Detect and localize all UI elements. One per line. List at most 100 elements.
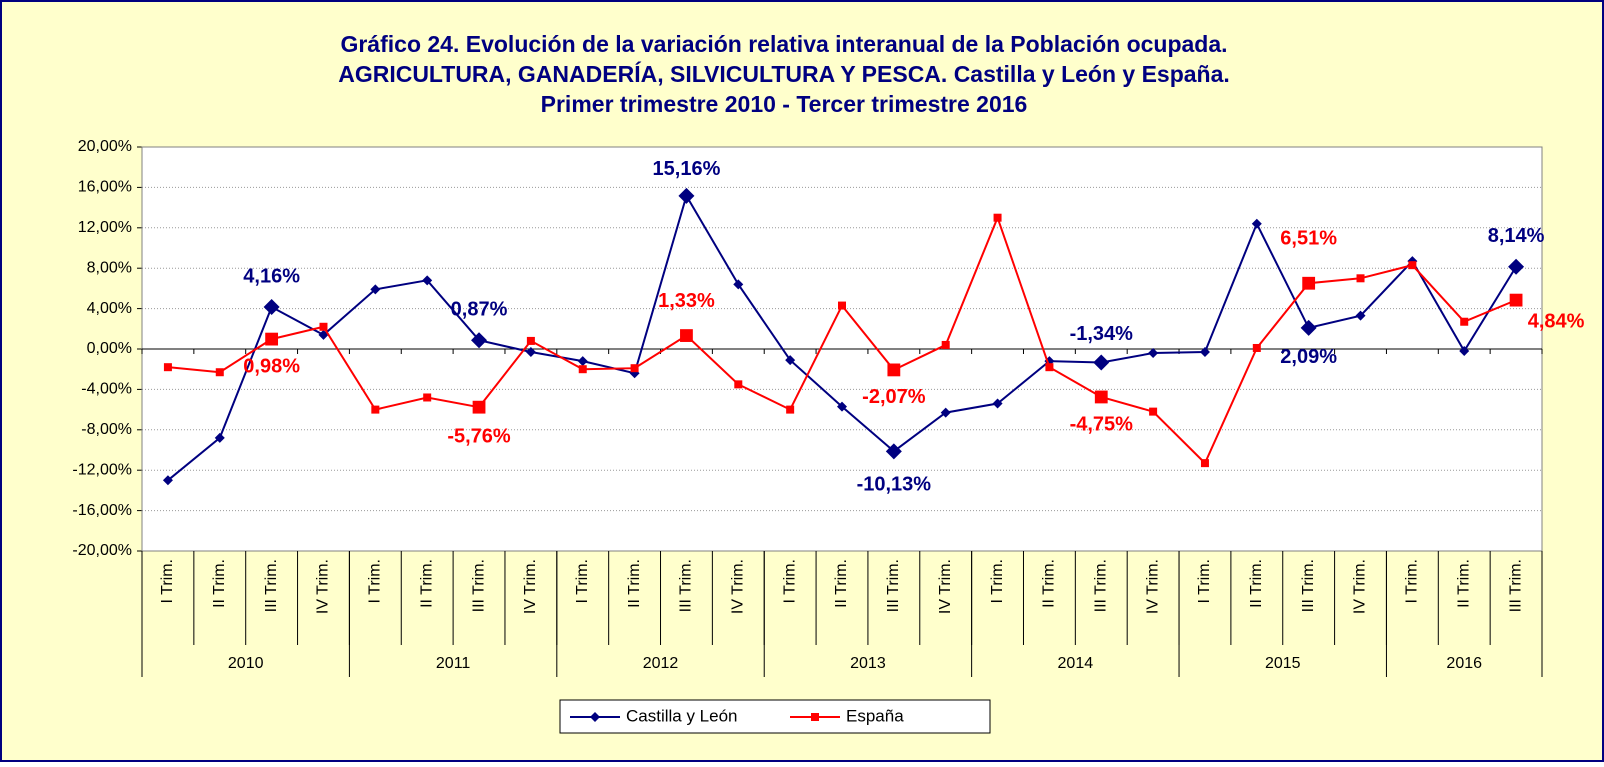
marker [630,364,639,373]
data-label: 15,16% [653,158,721,180]
group-label: 2010 [228,655,264,672]
marker [163,363,172,372]
marker [1356,274,1365,283]
x-tick-label: IV Trim. [937,559,954,614]
marker [838,301,846,310]
marker [940,407,951,418]
marker [680,329,693,342]
x-tick-label: I Trim. [159,559,176,603]
marker [214,432,225,443]
marker [1508,258,1525,275]
x-tick-label: II Trim. [833,559,850,608]
data-label: 4,16% [243,265,300,287]
x-tick-label: III Trim. [885,559,902,612]
marker [578,365,587,374]
y-tick-label: -4,00% [81,381,132,398]
group-label: 2012 [643,655,679,672]
marker [1148,348,1159,359]
y-tick-label: -20,00% [72,542,132,559]
marker [472,400,486,414]
x-tick-label: III Trim. [1300,559,1317,612]
marker [1045,363,1054,372]
marker [423,393,432,402]
y-tick-label: 4,00% [87,300,132,317]
data-label: 6,51% [1280,228,1337,250]
marker [422,275,433,286]
y-tick-label: -16,00% [72,502,132,519]
marker [162,475,173,486]
marker [1459,346,1470,357]
x-tick-label: II Trim. [1041,559,1058,608]
data-label: 2,09% [1280,346,1337,368]
group-label: 2013 [850,655,886,672]
marker [370,284,381,295]
marker [371,405,380,414]
marker [1149,407,1158,416]
data-label: 0,87% [451,298,508,320]
x-tick-label: III Trim. [1092,559,1109,612]
marker [837,401,847,412]
group-label: 2011 [436,655,471,672]
marker [1093,354,1110,371]
marker [786,405,795,414]
marker [1355,310,1366,321]
x-tick-label: IV Trim. [522,559,539,614]
marker [471,332,488,349]
marker [941,340,950,349]
chart-title: AGRICULTURA, GANADERÍA, SILVICULTURA Y P… [338,60,1230,87]
data-label: -10,13% [857,474,932,496]
marker [1408,261,1417,270]
y-tick-label: -12,00% [72,461,132,478]
y-tick-label: 12,00% [78,219,132,236]
data-label: -1,34% [1070,323,1134,345]
y-tick-label: -8,00% [81,421,132,438]
x-tick-label: IV Trim. [315,559,332,614]
marker [1252,343,1261,352]
x-tick-label: IV Trim. [730,559,747,614]
marker [993,213,1002,222]
legend-label: España [846,706,904,725]
marker [678,187,695,204]
marker [1300,319,1317,336]
x-tick-label: I Trim. [1196,559,1213,603]
marker [1199,347,1210,358]
x-tick-label: III Trim. [678,559,695,612]
marker [577,356,588,367]
y-tick-label: 8,00% [87,259,132,276]
x-tick-label: I Trim. [367,559,384,603]
data-label: 0,98% [243,355,300,377]
x-tick-label: I Trim. [574,559,591,603]
x-tick-label: II Trim. [211,559,228,608]
marker [992,398,1003,409]
x-tick-label: II Trim. [1455,559,1472,608]
x-tick-label: II Trim. [626,559,643,608]
chart-title: Primer trimestre 2010 - Tercer trimestre… [541,91,1028,117]
x-tick-label: IV Trim. [1144,559,1161,614]
marker [1200,459,1209,468]
marker [215,368,224,377]
marker [525,347,536,358]
y-tick-label: 20,00% [78,138,132,155]
legend-box [559,699,991,734]
marker [885,443,902,460]
marker [1094,390,1108,404]
legend-marker [811,713,819,721]
group-label: 2014 [1058,655,1094,672]
x-tick-label: III Trim. [263,559,280,612]
data-label: 1,33% [658,290,715,312]
x-tick-label: III Trim. [1507,559,1524,612]
marker [526,336,535,345]
marker [733,279,744,290]
group-label: 2016 [1446,655,1482,672]
marker [785,355,796,366]
marker [1460,317,1469,326]
y-tick-label: 16,00% [78,179,132,196]
x-tick-label: I Trim. [1404,559,1421,603]
marker [265,332,279,346]
marker [319,322,328,331]
marker [1251,218,1262,229]
data-label: -5,76% [447,425,511,447]
data-label: -2,07% [862,386,926,408]
marker [734,380,743,389]
